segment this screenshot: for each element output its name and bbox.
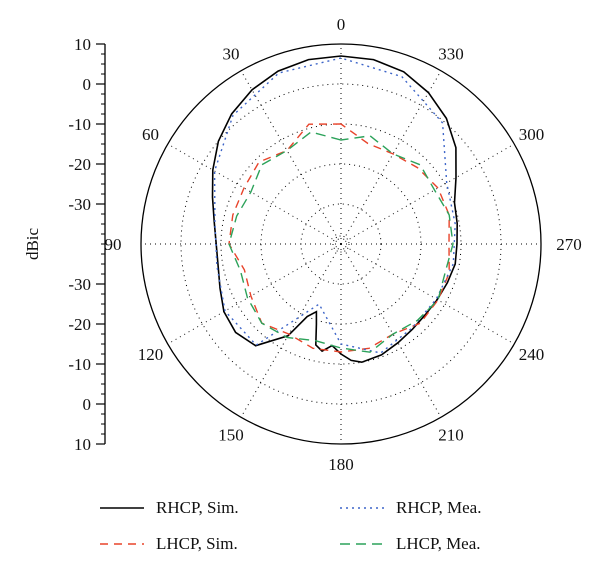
radial-axis: 10 0 -10 -20 -30 -30 -20 -10 0 10 <box>68 35 106 454</box>
radial-tick-label: -30 <box>68 195 91 214</box>
series-lhcp-mea <box>228 131 454 353</box>
angle-label: 180 <box>328 455 354 474</box>
grid-spoke <box>167 243 342 345</box>
legend-swatch <box>100 543 144 545</box>
radial-tick-label: -20 <box>68 315 91 334</box>
angle-label: 120 <box>138 345 164 364</box>
radial-tick-label: -30 <box>68 275 91 294</box>
series-line <box>228 123 450 353</box>
angle-label: 150 <box>218 426 244 445</box>
legend-label: RHCP, Sim. <box>156 498 239 517</box>
legend-item: LHCP, Sim. <box>100 534 238 554</box>
legend-swatch <box>340 507 384 509</box>
legend-item: LHCP, Mea. <box>340 534 481 554</box>
radial-tick-label: 10 <box>74 35 91 54</box>
radial-tick-label: 10 <box>74 435 91 454</box>
angle-label: 330 <box>438 44 464 63</box>
grid-spoke <box>240 243 342 418</box>
angle-label: 300 <box>519 125 545 144</box>
legend-label: LHCP, Sim. <box>156 534 238 553</box>
series-line <box>228 131 454 353</box>
legend: RHCP, Sim. LHCP, Sim. RHCP, Mea. LHCP, Mea. <box>0 486 600 566</box>
angle-labels: 0 30 60 90 120 150 180 210 240 270 300 330 <box>105 15 582 474</box>
radial-tick-label: -10 <box>68 115 91 134</box>
grid-spoke <box>340 243 515 345</box>
radial-tick-label: 0 <box>83 75 92 94</box>
series-rhcp-mea <box>213 57 456 354</box>
polar-grid <box>140 43 542 445</box>
grid-spoke <box>340 243 442 418</box>
grid-spoke <box>240 70 342 245</box>
legend-label: RHCP, Mea. <box>396 498 482 517</box>
series-layer <box>211 55 459 364</box>
angle-label: 60 <box>142 125 159 144</box>
angle-label: 0 <box>337 15 346 34</box>
series-lhcp-sim <box>228 123 450 353</box>
legend-item: RHCP, Sim. <box>100 498 239 518</box>
angle-label: 90 <box>105 235 122 254</box>
angle-label: 240 <box>519 345 545 364</box>
series-line <box>211 55 459 364</box>
radial-tick-label: -20 <box>68 155 91 174</box>
radial-tick-label: -10 <box>68 355 91 374</box>
series-line <box>213 57 456 354</box>
grid-spoke <box>167 143 342 245</box>
grid-spoke <box>340 143 515 245</box>
legend-swatch <box>340 543 384 545</box>
polar-chart: 0 30 60 90 120 150 180 210 240 270 300 330 10 0 -10 -2… <box>23 15 582 474</box>
angle-label: 30 <box>223 44 240 63</box>
angle-label: 270 <box>556 235 582 254</box>
series-rhcp-sim <box>211 55 459 364</box>
grid-ring <box>332 235 350 253</box>
angle-label: 210 <box>438 426 464 445</box>
radial-tick-label: 0 <box>83 395 92 414</box>
legend-item: RHCP, Mea. <box>340 498 481 518</box>
legend-label: LHCP, Mea. <box>396 534 481 553</box>
y-axis-label: dBic <box>23 227 42 260</box>
grid-spoke <box>340 70 442 245</box>
outer-circle <box>140 43 542 445</box>
legend-swatch <box>100 507 144 509</box>
